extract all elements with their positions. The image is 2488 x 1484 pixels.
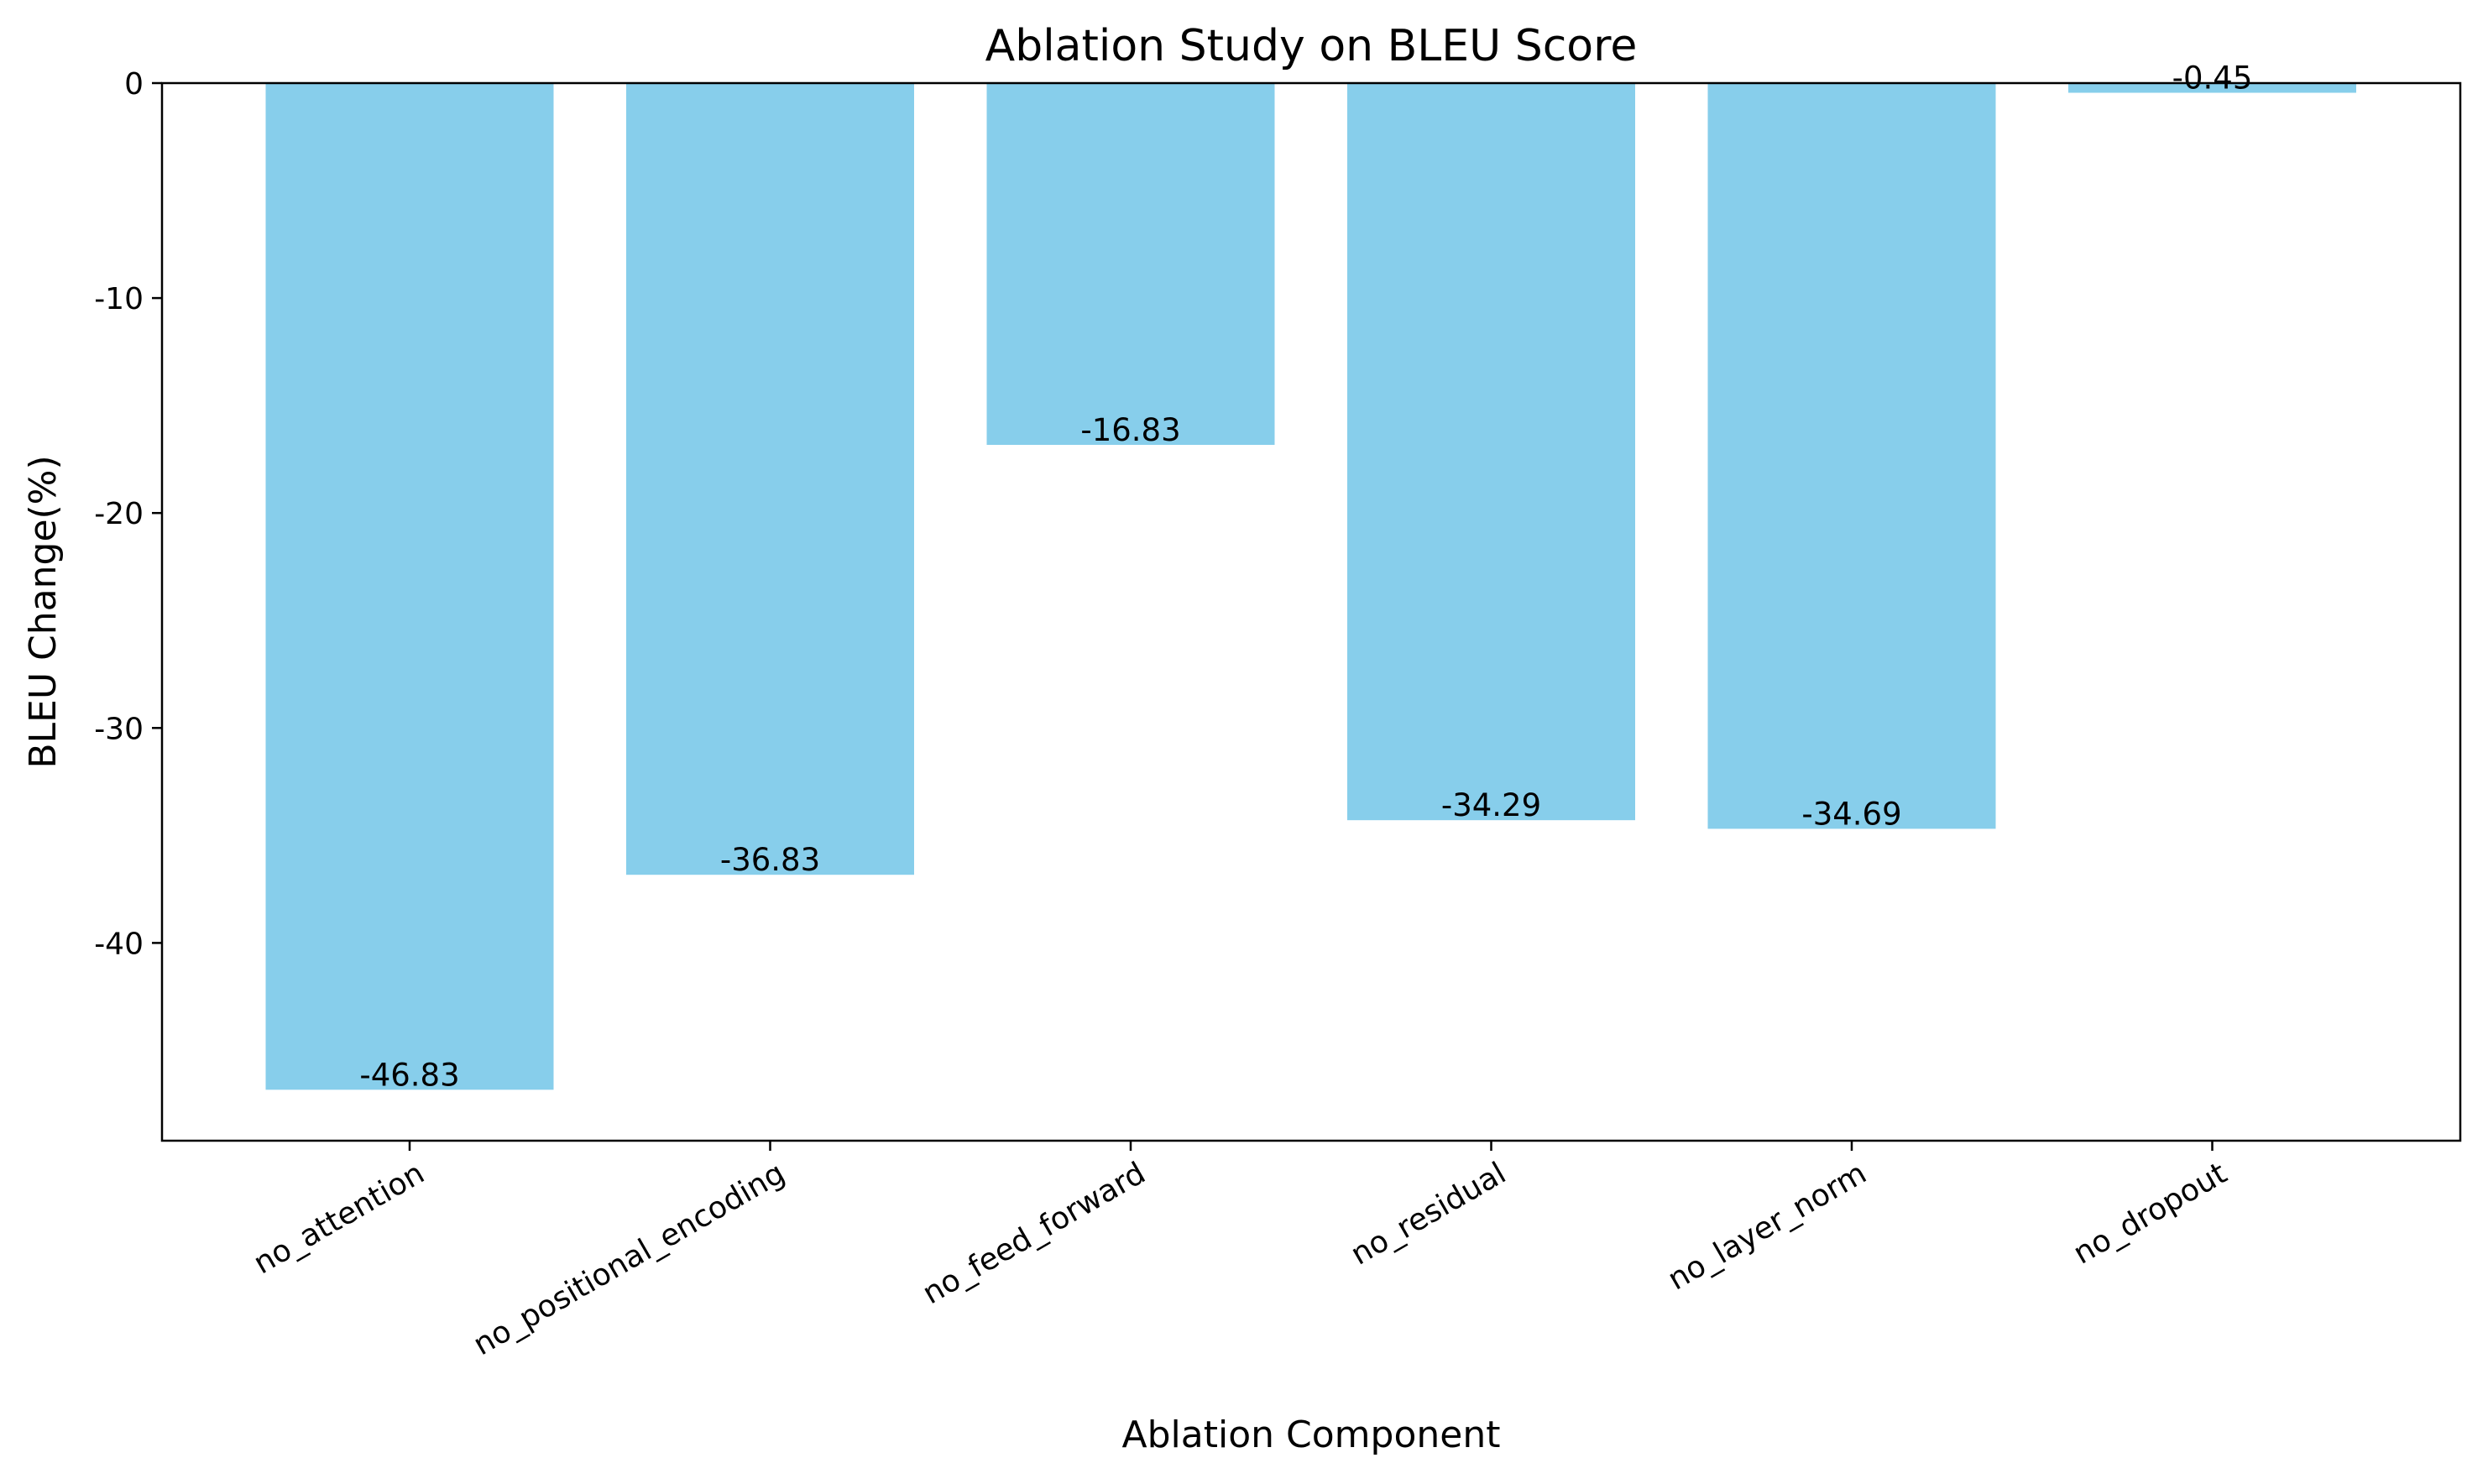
x-tick-label: no_feed_forward: [917, 1156, 1151, 1311]
bar-no_residual: [1347, 83, 1635, 821]
x-axis-title: Ablation Component: [1122, 1413, 1501, 1456]
y-tick-label: -10: [94, 282, 144, 316]
chart-title: Ablation Study on BLEU Score: [985, 21, 1638, 71]
x-tick-label: no_positional_encoding: [468, 1156, 791, 1362]
bar-value-label: -0.45: [2172, 60, 2253, 97]
x-tick-label: no_dropout: [2067, 1156, 2233, 1271]
bar-no_feed_forward: [986, 83, 1275, 446]
bar-value-label: -46.83: [359, 1057, 459, 1093]
x-tick-label: no_attention: [248, 1156, 430, 1281]
bar-no_positional_encoding: [626, 83, 914, 875]
plot-frame: [160, 81, 2462, 1142]
y-axis: 0 -10 -20 -30 -40: [94, 67, 162, 961]
x-axis: no_attention no_positional_encoding no_fee…: [248, 1141, 2233, 1362]
bars-layer: [265, 83, 2356, 1090]
bar-value-label: -36.83: [720, 842, 820, 878]
bar-value-label: -34.29: [1441, 787, 1541, 823]
bar-no_attention: [265, 83, 554, 1090]
bar-no_dropout: [2068, 83, 2356, 93]
y-tick-label: 0: [124, 67, 144, 102]
bar-value-label: -16.83: [1080, 412, 1180, 448]
y-axis-title: BLEU Change(%): [22, 455, 65, 768]
bar-value-label: -34.69: [1801, 796, 1901, 832]
y-tick-label: -40: [94, 927, 144, 961]
x-tick-label: no_layer_norm: [1662, 1156, 1872, 1297]
x-tick-label: no_residual: [1346, 1156, 1512, 1272]
bar-labels-layer: -46.83 -36.83 -16.83 -34.29 -34.69 -0.45: [359, 60, 2252, 1094]
bar-no_layer_norm: [1707, 83, 1996, 829]
y-tick-label: -30: [94, 712, 144, 746]
y-tick-label: -20: [94, 497, 144, 531]
